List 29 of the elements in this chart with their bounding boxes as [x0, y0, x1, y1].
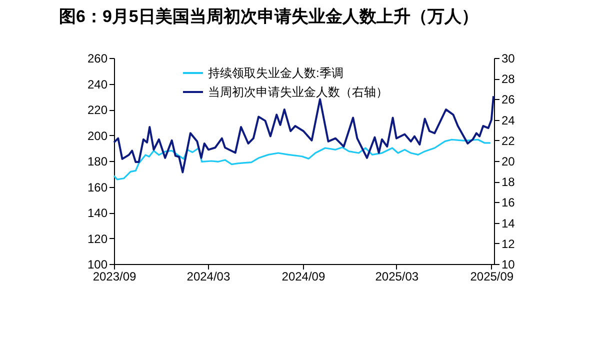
- y-tick-label: 160: [87, 180, 108, 194]
- y-tick-label: 100: [87, 258, 108, 272]
- y-tick-label: 140: [87, 206, 108, 220]
- y2-tick-label: 22: [502, 134, 516, 148]
- y-tick-label: 200: [87, 128, 108, 143]
- y2-tick-label: 18: [502, 175, 516, 190]
- y-tick-label: 120: [87, 232, 108, 246]
- x-tick-label: 2023/09: [92, 270, 137, 284]
- y2-tick-label: 24: [502, 113, 516, 128]
- x-tick-label: 2024/03: [186, 270, 230, 284]
- y2-tick-label: 20: [502, 154, 516, 168]
- x-tick-label: 2024/09: [282, 270, 326, 284]
- y-tick-label: 180: [87, 154, 108, 168]
- y2-tick-label: 12: [502, 236, 516, 251]
- x-tick-label: 2025/09: [470, 270, 514, 284]
- y2-tick-label: 14: [502, 216, 516, 230]
- y2-tick-label: 28: [502, 72, 516, 86]
- legend-label: 当周初次申请失业金人数（右轴）: [208, 85, 388, 99]
- y2-tick-label: 26: [502, 92, 516, 107]
- y-tick-label: 240: [87, 77, 108, 92]
- chart-title: 图6：9月5日美国当周初次申请失业金人数上升（万人）: [59, 7, 478, 26]
- line-series: [113, 138, 492, 180]
- y-tick-label: 260: [87, 52, 108, 66]
- y2-tick-label: 30: [502, 52, 516, 66]
- y-tick-label: 220: [87, 103, 108, 117]
- legend-label: 持续领取失业金人数:季调: [208, 66, 344, 80]
- y2-tick-label: 10: [502, 258, 516, 272]
- x-tick-label: 2025/03: [375, 270, 419, 284]
- y2-tick-label: 16: [502, 196, 516, 210]
